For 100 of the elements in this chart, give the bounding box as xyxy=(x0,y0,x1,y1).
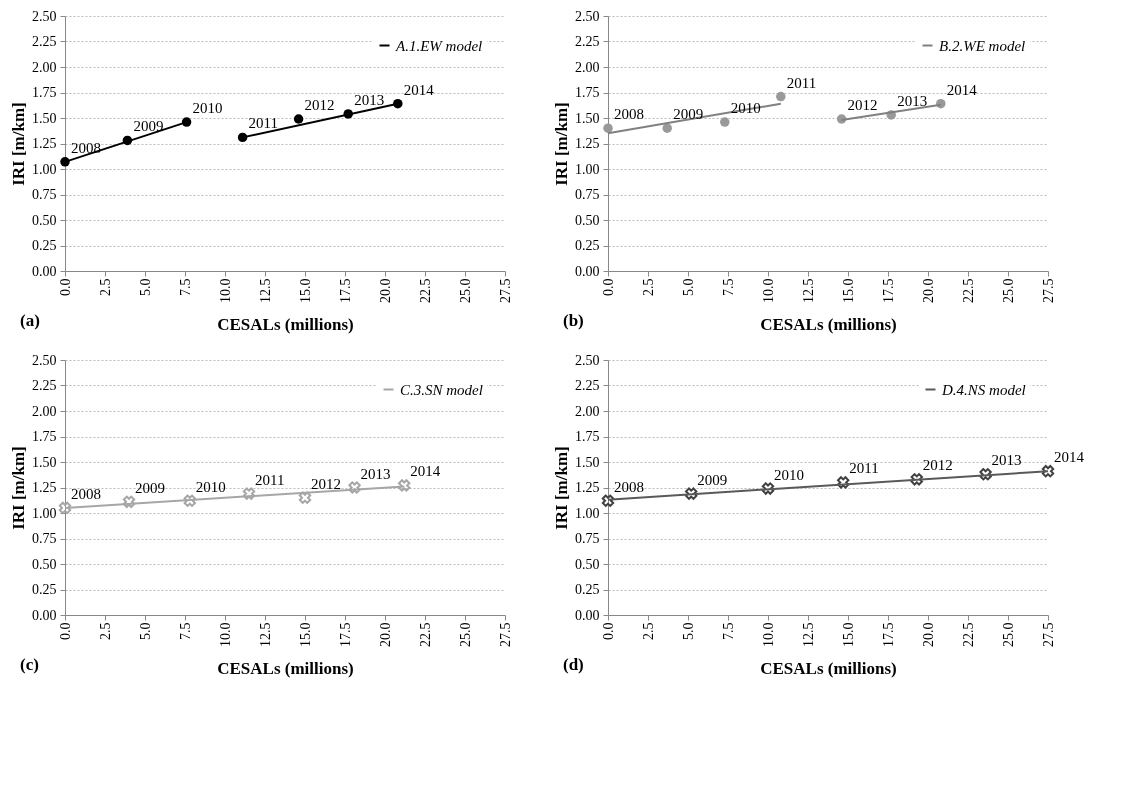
annotation: 2012 xyxy=(847,97,878,114)
annotation: 2011 xyxy=(248,115,279,132)
point xyxy=(398,479,411,492)
y-tick-label: 2.00 xyxy=(32,59,57,75)
x-tick-label: 17.5 xyxy=(337,278,353,303)
point xyxy=(183,494,196,507)
y-tick-label: 1.25 xyxy=(32,480,57,495)
point xyxy=(837,476,850,489)
y-tick-label: 0.00 xyxy=(575,263,600,279)
legend-label: B.2.WE model xyxy=(939,37,1026,54)
annotation: 2011 xyxy=(849,460,879,477)
y-tick-label: 0.50 xyxy=(575,556,600,572)
y-tick-label: 1.50 xyxy=(575,110,600,126)
y-tick-label: 2.25 xyxy=(32,34,57,49)
x-tick-label: 20.0 xyxy=(920,622,936,647)
annotation: 2009 xyxy=(697,471,728,488)
y-tick-label: 1.00 xyxy=(575,161,600,177)
annotation: 2008 xyxy=(614,478,644,495)
x-tick-label: 25.0 xyxy=(1000,622,1016,647)
x-tick-label: 12.5 xyxy=(800,278,816,303)
x-tick-label: 12.5 xyxy=(800,622,816,647)
point xyxy=(776,91,786,102)
y-tick-label: 0.00 xyxy=(32,263,57,279)
y-axis-title: IRI [m/km] xyxy=(9,446,28,530)
y-tick-label: 2.50 xyxy=(32,352,57,368)
y-tick-label: 1.00 xyxy=(32,505,57,521)
annotation: 2010 xyxy=(730,100,761,117)
annotation: 2014 xyxy=(403,81,435,98)
point xyxy=(979,468,992,481)
x-tick-label: 7.5 xyxy=(177,622,193,640)
y-tick-label: 0.25 xyxy=(575,582,600,597)
x-tick-label: 5.0 xyxy=(137,278,153,296)
y-tick-label: 2.25 xyxy=(575,34,600,49)
x-axis-title: CESALs (millions) xyxy=(760,315,897,334)
x-axis-title: CESALs (millions) xyxy=(217,315,354,334)
x-tick-label: 7.5 xyxy=(720,278,736,296)
annotation: 2012 xyxy=(311,475,341,492)
x-tick-label: 5.0 xyxy=(680,278,696,296)
point xyxy=(662,123,672,133)
y-tick-label: 2.00 xyxy=(32,403,57,419)
y-tick-label: 0.50 xyxy=(32,556,57,572)
x-tick-label: 27.5 xyxy=(1040,278,1056,303)
y-tick-label: 1.00 xyxy=(575,505,600,521)
point xyxy=(1041,464,1055,478)
x-tick-label: 0.0 xyxy=(600,278,616,296)
y-axis-title: IRI [m/km] xyxy=(552,446,571,530)
point xyxy=(761,482,775,495)
y-axis-title: IRI [m/km] xyxy=(9,102,28,186)
y-tick-label: 1.75 xyxy=(575,429,600,444)
y-tick-label: 0.75 xyxy=(575,187,600,202)
legend-label: A.1.EW model xyxy=(395,37,483,54)
x-tick-label: 12.5 xyxy=(257,278,273,303)
x-tick-label: 15.0 xyxy=(840,622,856,647)
annotation: 2010 xyxy=(192,100,223,117)
annotation: 2014 xyxy=(1054,449,1085,466)
x-tick-label: 2.5 xyxy=(97,622,113,640)
x-tick-label: 0.0 xyxy=(57,622,73,640)
y-tick-label: 0.75 xyxy=(32,187,57,202)
annotation: 2008 xyxy=(71,485,101,502)
x-tick-label: 17.5 xyxy=(880,622,896,647)
y-tick-label: 1.25 xyxy=(575,136,600,151)
legend-label: D.4.NS model xyxy=(941,381,1026,398)
y-tick-label: 1.25 xyxy=(32,136,57,151)
x-tick-label: 17.5 xyxy=(337,622,353,647)
x-axis-title: CESALs (millions) xyxy=(760,659,897,678)
x-tick-label: 22.5 xyxy=(960,278,976,303)
y-tick-label: 0.00 xyxy=(575,607,600,623)
y-tick-label: 1.50 xyxy=(32,454,57,470)
annotation: 2009 xyxy=(673,106,704,123)
annotation: 2013 xyxy=(991,452,1022,469)
x-tick-label: 10.0 xyxy=(217,278,233,303)
point xyxy=(122,495,136,508)
y-tick-label: 0.25 xyxy=(32,238,57,253)
x-tick-label: 27.5 xyxy=(1040,622,1056,647)
text: (d) xyxy=(563,655,584,674)
x-tick-label: 20.0 xyxy=(377,622,393,647)
x-tick-label: 12.5 xyxy=(257,622,273,647)
y-tick-label: 2.00 xyxy=(575,403,600,419)
annotation: 2010 xyxy=(774,466,804,483)
x-tick-label: 20.0 xyxy=(377,278,393,303)
y-tick-label: 2.00 xyxy=(575,59,600,75)
text: (b) xyxy=(563,311,584,330)
annotation: 2008 xyxy=(614,106,644,123)
x-tick-label: 15.0 xyxy=(297,622,313,647)
y-tick-label: 2.25 xyxy=(575,378,600,393)
annotation: 2012 xyxy=(922,457,953,474)
legend-label: C.3.SN model xyxy=(400,381,483,398)
x-tick-label: 27.5 xyxy=(497,278,513,303)
point xyxy=(242,487,256,500)
x-tick-label: 7.5 xyxy=(177,278,193,296)
annotation: 2013 xyxy=(354,91,385,108)
annotation: 2009 xyxy=(135,479,165,496)
point xyxy=(348,481,361,494)
x-tick-label: 2.5 xyxy=(97,278,113,296)
x-tick-label: 22.5 xyxy=(960,622,976,647)
x-tick-label: 2.5 xyxy=(640,622,656,640)
y-tick-label: 0.50 xyxy=(32,212,57,228)
x-tick-label: 27.5 xyxy=(497,622,513,647)
y-tick-label: 0.25 xyxy=(575,238,600,253)
x-tick-label: 25.0 xyxy=(457,278,473,303)
